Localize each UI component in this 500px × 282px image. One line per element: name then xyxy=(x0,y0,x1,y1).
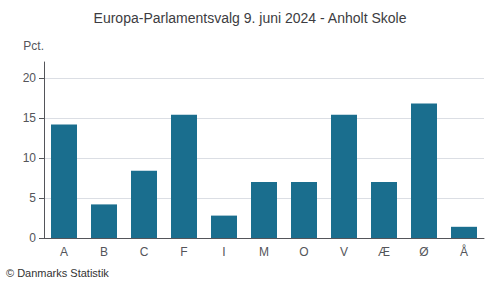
svg-text:I: I xyxy=(222,245,225,259)
svg-text:Europa-Parlamentsvalg 9. juni: Europa-Parlamentsvalg 9. juni 2024 - Anh… xyxy=(94,10,407,26)
svg-text:Pct.: Pct. xyxy=(23,39,44,53)
svg-text:15: 15 xyxy=(23,111,37,125)
svg-text:B: B xyxy=(100,245,108,259)
svg-text:0: 0 xyxy=(29,231,36,245)
svg-text:F: F xyxy=(180,245,187,259)
svg-text:A: A xyxy=(60,245,68,259)
svg-text:20: 20 xyxy=(23,71,37,85)
svg-text:5: 5 xyxy=(29,191,36,205)
svg-text:Ø: Ø xyxy=(419,245,428,259)
svg-text:10: 10 xyxy=(23,151,37,165)
svg-text:© Danmarks Statistik: © Danmarks Statistik xyxy=(6,267,109,279)
svg-text:C: C xyxy=(140,245,149,259)
svg-text:Æ: Æ xyxy=(378,245,390,259)
svg-text:V: V xyxy=(340,245,348,259)
svg-text:O: O xyxy=(299,245,308,259)
svg-text:Å: Å xyxy=(460,244,468,259)
svg-text:M: M xyxy=(259,245,269,259)
